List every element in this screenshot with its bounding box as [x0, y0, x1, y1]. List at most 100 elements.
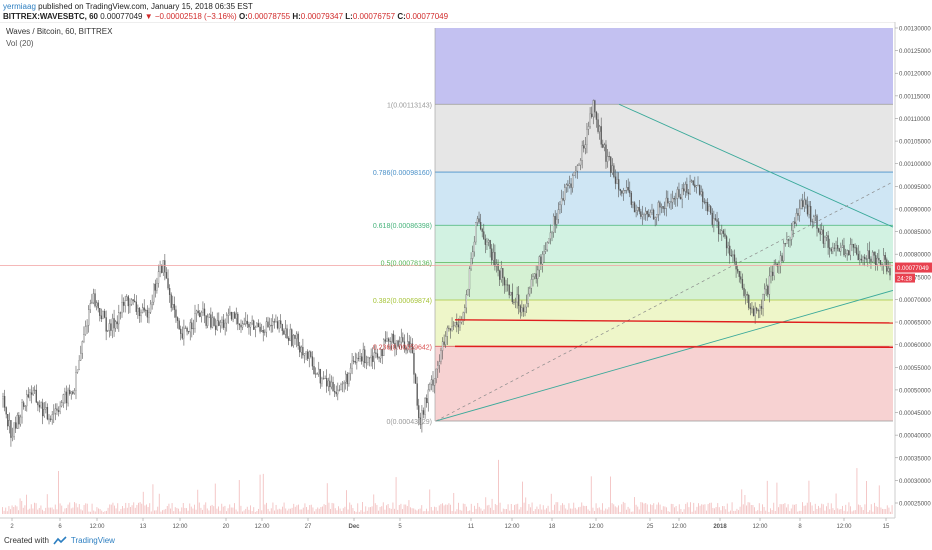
volume-bar — [650, 504, 651, 514]
volume-bar — [162, 510, 163, 514]
candle-body — [806, 204, 809, 215]
volume-bar — [608, 507, 610, 514]
falling-trend-line[interactable] — [618, 103, 894, 228]
candle-body — [121, 302, 123, 314]
volume-bar — [867, 511, 869, 514]
fibonacci-retracement[interactable] — [434, 28, 893, 422]
candle-body — [391, 333, 393, 342]
volume-bar — [878, 485, 880, 514]
volume-bar — [194, 504, 195, 514]
volume-bar — [773, 502, 775, 514]
candle-body — [475, 222, 477, 243]
support-line-upper[interactable] — [454, 319, 894, 324]
candle-body — [427, 389, 429, 404]
volume-bar — [877, 507, 879, 514]
volume-bar — [53, 509, 55, 514]
volume-bar — [488, 504, 490, 514]
candle-body — [732, 254, 734, 256]
candle-body — [817, 228, 820, 232]
candle-body — [554, 215, 556, 225]
candle-body — [270, 324, 272, 326]
author-link[interactable]: yermiaag — [3, 2, 36, 11]
candle-body — [308, 351, 310, 359]
volume-bar — [472, 511, 474, 514]
volume-bar — [467, 511, 469, 514]
volume-bar — [486, 505, 488, 514]
candle-body — [868, 250, 871, 260]
price-tick-label: 0.00125000 — [899, 49, 931, 55]
tradingview-brand[interactable]: TradingView — [70, 536, 115, 545]
time-tick-label: Dec — [348, 524, 360, 530]
volume-bar — [490, 507, 491, 514]
candle-body — [438, 361, 441, 366]
volume-bar — [85, 503, 87, 514]
volume-bar — [586, 505, 587, 514]
volume-bar — [3, 510, 5, 514]
candle-body — [689, 181, 691, 195]
volume-bar — [501, 511, 503, 514]
volume-bar — [832, 508, 834, 514]
candle-body — [203, 308, 206, 316]
candle-body — [137, 307, 139, 312]
volume-bar — [859, 505, 861, 514]
candle-body — [784, 243, 786, 245]
candle-body — [16, 415, 18, 429]
candle-body — [457, 324, 460, 328]
candle-body — [64, 391, 66, 395]
support-line-lower[interactable] — [454, 345, 894, 348]
candle-body — [527, 293, 529, 304]
volume-bar — [526, 510, 528, 514]
candle-body — [75, 372, 77, 391]
candle-body — [557, 209, 560, 220]
candle-body — [479, 222, 482, 230]
volume-bar — [653, 503, 655, 514]
candle-body — [197, 310, 199, 314]
candle-body — [375, 352, 377, 354]
candle-body — [833, 247, 836, 249]
volume-bar — [637, 506, 639, 514]
volume-bar — [299, 509, 301, 514]
drawn-lines[interactable] — [0, 103, 894, 422]
candle-body — [227, 313, 229, 316]
volume-bar — [258, 508, 259, 514]
candle-body — [226, 315, 228, 324]
fib-band-0.618 — [435, 225, 893, 263]
candle-body — [364, 349, 366, 364]
candle-body — [875, 255, 877, 266]
candle-body — [402, 337, 404, 342]
volume-bar — [726, 503, 728, 514]
candle-body — [632, 202, 634, 205]
volume-bar — [27, 509, 29, 514]
candle-body — [637, 207, 639, 211]
volume-bar — [141, 503, 143, 514]
volume-bar — [757, 510, 759, 514]
volume-bar — [632, 511, 634, 514]
publish-info: published on TradingView.com, January 15… — [38, 2, 253, 11]
time-tick-label: 12:00 — [752, 524, 768, 530]
volume-bar — [216, 508, 218, 514]
volume-bar — [298, 504, 299, 514]
volume-bar — [448, 503, 450, 514]
dashed-extension-line[interactable] — [435, 181, 894, 422]
candle-body — [230, 312, 233, 320]
low-value: 0.00076757 — [352, 12, 396, 21]
volume-bar — [438, 505, 440, 514]
time-axis[interactable]: 2 6 12:00 13 12:00 20 12:00 27 Dec 5 11 12:00 18 12:0… — [10, 518, 890, 530]
volume-bar — [557, 502, 559, 514]
candle-body — [856, 247, 858, 255]
volume-bar — [389, 508, 391, 514]
price-axis[interactable]: 0.00130000 0.00125000 0.00120000 0.00115000… — [895, 27, 932, 508]
candle-body — [335, 392, 337, 395]
volume-bar — [552, 510, 554, 514]
price-tick-label: 0.00050000 — [899, 388, 931, 394]
volume-bar — [483, 509, 485, 514]
candle-body — [349, 367, 352, 374]
rising-trend-line[interactable] — [435, 289, 894, 422]
price-chart[interactable]: 1(0.00113143) 0.786(0.00098160) 0.618(0.00… — [0, 22, 932, 530]
candle-body — [48, 418, 50, 420]
candle-body — [118, 312, 120, 325]
candle-body — [241, 323, 244, 328]
volume-bar — [304, 503, 306, 514]
candle-body — [445, 336, 447, 345]
candle-body — [744, 294, 747, 296]
